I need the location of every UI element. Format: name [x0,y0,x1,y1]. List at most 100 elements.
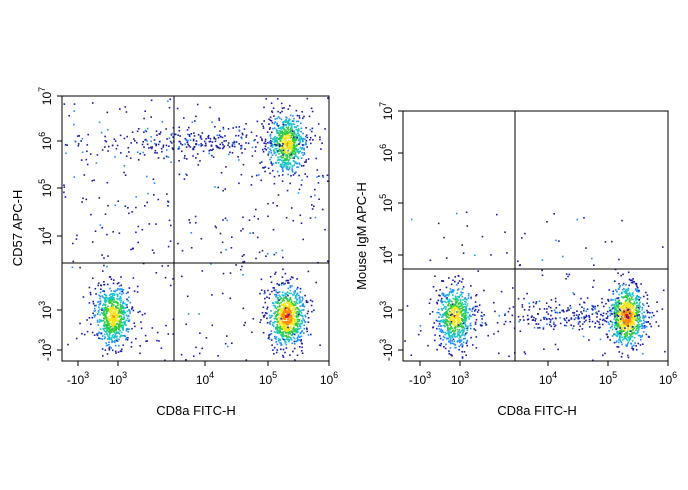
event-dot [296,318,299,321]
event-dot [447,303,450,306]
event-dot [646,298,649,300]
event-dot [279,314,282,317]
event-dot [277,337,280,340]
event-dot [108,319,110,322]
event-dot [602,315,604,317]
event-dot [597,304,599,307]
event-dot [112,297,114,299]
event-dot [120,284,123,287]
event-dot [521,306,524,308]
event-dot [107,255,109,257]
event-dot [463,319,466,321]
event-dot [285,343,288,346]
event-dot [273,141,276,144]
event-dot [624,333,626,335]
event-dot [293,322,296,324]
event-dot [617,346,620,348]
event-dot [255,257,257,260]
event-dot [282,154,284,156]
event-dot [225,248,227,251]
event-dot [543,318,545,320]
event-dot [291,317,293,320]
event-dot [572,325,575,327]
event-dot [451,307,453,310]
event-dot [285,316,288,318]
event-dot [114,335,116,337]
event-dot [481,235,484,238]
event-dot [281,142,283,145]
event-dot [271,110,273,112]
event-dot [601,319,604,322]
event-dot [461,244,463,246]
event-dot [523,309,526,311]
x-tick-label: 105 [259,370,277,387]
event-dot [427,344,429,347]
event-dot [484,322,487,324]
event-dot [556,311,558,314]
event-dot [269,317,271,319]
event-dot [300,184,303,186]
event-dot [462,286,465,288]
event-dot [569,304,571,307]
event-dot [273,312,275,315]
event-dot [276,129,278,132]
event-dot [622,317,624,320]
event-dot [274,273,276,275]
event-dot [63,186,66,188]
event-dot [124,307,127,309]
event-dot [288,144,290,147]
event-dot [443,322,446,325]
event-dot [111,294,114,297]
event-dot [157,157,160,159]
event-dot [634,303,636,305]
event-dot [282,123,284,126]
event-dot [287,129,290,131]
event-dot [441,330,443,332]
y-axis-label: Mouse IgM APC-H [354,182,369,290]
event-dot [112,320,114,322]
event-dot [170,161,172,163]
event-dot [169,284,172,287]
event-dot [282,332,284,334]
event-dot [618,339,620,341]
event-dot [459,322,462,324]
event-dot [614,298,617,300]
event-dot [283,305,286,308]
event-dot [591,304,593,307]
event-dot [114,350,117,353]
event-dot [274,140,277,143]
event-dot [266,306,269,309]
event-dot [279,135,282,137]
event-dot [303,327,306,330]
event-dot [459,323,462,325]
event-dot [618,317,621,320]
event-dot [298,309,300,311]
event-dot [161,265,164,267]
event-dot [438,344,441,346]
event-dot [294,304,297,306]
event-dot [101,320,104,322]
event-dot [541,259,544,261]
event-dot [463,298,466,300]
event-dot [110,293,112,295]
event-dot [614,299,617,302]
event-dot [458,306,460,309]
event-dot [521,237,523,239]
event-dot [614,319,617,321]
event-dot [630,313,633,315]
event-dot [577,321,580,324]
event-dot [550,314,552,317]
event-dot [481,321,484,324]
event-dot [517,315,520,318]
x-axis-ticks: -103 103 104 105 106 [409,361,677,387]
event-dot [91,179,94,182]
event-dot [97,324,100,326]
event-dot [300,127,303,130]
event-dot [296,125,299,127]
event-dot [269,323,271,325]
event-dot [512,287,514,289]
event-dot [627,341,629,344]
event-dot [285,124,288,126]
event-dot [656,301,658,303]
event-dot [111,321,114,323]
